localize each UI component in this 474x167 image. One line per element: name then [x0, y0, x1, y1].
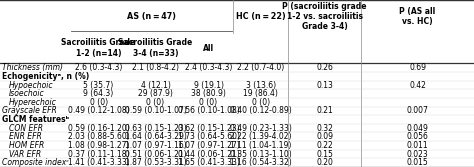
- Text: HOM EFR: HOM EFR: [9, 141, 44, 150]
- Text: 0.59 (0.16-1.20): 0.59 (0.16-1.20): [68, 124, 129, 133]
- Text: 0.35 (0.13-1.10): 0.35 (0.13-1.10): [230, 150, 292, 158]
- Text: 9 (19.1): 9 (19.1): [193, 80, 224, 90]
- Text: Hyperechoic: Hyperechoic: [9, 98, 56, 107]
- Text: 2.2 (0.7-4.0): 2.2 (0.7-4.0): [237, 63, 284, 72]
- Text: CON EFR: CON EFR: [9, 124, 43, 133]
- Text: 1.65 (0.41-3.33): 1.65 (0.41-3.33): [178, 158, 239, 167]
- Text: 1.87 (0.53-3.31): 1.87 (0.53-3.31): [125, 158, 186, 167]
- Text: Hypoechoic: Hypoechoic: [9, 80, 53, 90]
- Text: 0.32: 0.32: [316, 124, 333, 133]
- Text: VAR EFR: VAR EFR: [9, 150, 41, 158]
- Text: 0 (0): 0 (0): [252, 98, 270, 107]
- Text: 0.44 (0.06-1.21): 0.44 (0.06-1.21): [178, 150, 239, 158]
- Text: 0.15: 0.15: [316, 150, 333, 158]
- Text: Composite indexᶜ: Composite indexᶜ: [2, 158, 69, 167]
- Text: Echogenicityᵃ, n (%): Echogenicityᵃ, n (%): [2, 72, 89, 81]
- Text: 0.09: 0.09: [316, 132, 333, 141]
- Text: 0.26: 0.26: [316, 63, 333, 72]
- Text: 0.13: 0.13: [316, 80, 333, 90]
- Text: 0.40 (0.12-0.89): 0.40 (0.12-0.89): [230, 106, 292, 115]
- Text: 0.37 (0.11-1.18): 0.37 (0.11-1.18): [68, 150, 129, 158]
- Text: 0.59 (0.10-1.07): 0.59 (0.10-1.07): [125, 106, 186, 115]
- Text: 0 (0): 0 (0): [90, 98, 108, 107]
- Text: 1.41 (0.41-3.33): 1.41 (0.41-3.33): [68, 158, 129, 167]
- Text: 0.49 (0.23-1.33): 0.49 (0.23-1.33): [230, 124, 292, 133]
- Text: 0.63 (0.15-1.23): 0.63 (0.15-1.23): [125, 124, 186, 133]
- Text: AS (n = 47): AS (n = 47): [127, 12, 176, 21]
- Text: Thickness (mm): Thickness (mm): [2, 63, 63, 72]
- Text: 0 (0): 0 (0): [200, 98, 218, 107]
- Text: P (AS all
vs. HC): P (AS all vs. HC): [400, 7, 436, 26]
- Text: 19 (86.4): 19 (86.4): [243, 89, 278, 98]
- Text: 0.023: 0.023: [407, 150, 428, 158]
- Text: 2.03 (0.88-5.60): 2.03 (0.88-5.60): [68, 132, 129, 141]
- Text: 2.6 (0.3-4.3): 2.6 (0.3-4.3): [75, 63, 122, 72]
- Text: 0.21: 0.21: [316, 106, 333, 115]
- Text: 2.22 (1.39-4.02): 2.22 (1.39-4.02): [230, 132, 292, 141]
- Text: GLCM featuresᵇ: GLCM featuresᵇ: [2, 115, 69, 124]
- Text: 0.20: 0.20: [316, 158, 333, 167]
- Text: 0.011: 0.011: [407, 141, 428, 150]
- Text: 1.08 (0.98-1.27): 1.08 (0.98-1.27): [68, 141, 129, 150]
- Text: ENR EFR: ENR EFR: [9, 132, 41, 141]
- Text: 0.51 (0.06-1.21): 0.51 (0.06-1.21): [125, 150, 186, 158]
- Text: 0.056: 0.056: [407, 132, 428, 141]
- Text: 1.16 (0.54-3.32): 1.16 (0.54-3.32): [230, 158, 292, 167]
- Text: 0.42: 0.42: [409, 80, 426, 90]
- Text: 0.49 (0.12-1.08): 0.49 (0.12-1.08): [68, 106, 129, 115]
- Text: 0.56 (0.10-1.08): 0.56 (0.10-1.08): [178, 106, 239, 115]
- Text: 0 (0): 0 (0): [146, 98, 164, 107]
- Text: 0.69: 0.69: [409, 63, 426, 72]
- Text: 0.049: 0.049: [407, 124, 428, 133]
- Text: Sacroiliitis Grade
3-4 (n=33): Sacroiliitis Grade 3-4 (n=33): [118, 38, 192, 58]
- Text: 0.007: 0.007: [407, 106, 428, 115]
- Text: Grayscale EFR: Grayscale EFR: [2, 106, 57, 115]
- Text: Sacroiliitis Grade
1-2 (n=14): Sacroiliitis Grade 1-2 (n=14): [62, 38, 136, 58]
- Text: 1.73 (0.64-5.60): 1.73 (0.64-5.60): [178, 132, 239, 141]
- Text: 2.1 (0.8-4.2): 2.1 (0.8-4.2): [132, 63, 179, 72]
- Text: 0.22: 0.22: [316, 141, 333, 150]
- Text: 9 (64.3): 9 (64.3): [83, 89, 114, 98]
- Text: 1.11 (1.04-1.19): 1.11 (1.04-1.19): [230, 141, 292, 150]
- Text: Isoechoic: Isoechoic: [9, 89, 44, 98]
- Text: 5 (35.7): 5 (35.7): [83, 80, 114, 90]
- Text: 4 (12.1): 4 (12.1): [140, 80, 171, 90]
- Text: 38 (80.9): 38 (80.9): [191, 89, 226, 98]
- Text: 1.64 (0.64-3.29): 1.64 (0.64-3.29): [125, 132, 186, 141]
- Text: 2.4 (0.3-4.3): 2.4 (0.3-4.3): [185, 63, 232, 72]
- Text: 29 (87.9): 29 (87.9): [138, 89, 173, 98]
- Text: 0.015: 0.015: [407, 158, 428, 167]
- Text: 1.07 (0.97-1.16): 1.07 (0.97-1.16): [125, 141, 186, 150]
- Text: P (sacroiliitis grade
1-2 vs. sacroiliitis
Grade 3-4): P (sacroiliitis grade 1-2 vs. sacroiliit…: [283, 2, 367, 31]
- Text: 3 (13.6): 3 (13.6): [246, 80, 276, 90]
- Text: All: All: [203, 44, 214, 52]
- Text: 0.62 (0.15-1.23): 0.62 (0.15-1.23): [178, 124, 239, 133]
- Text: HC (n = 22): HC (n = 22): [236, 12, 285, 21]
- Text: 1.07 (0.97-1.27): 1.07 (0.97-1.27): [178, 141, 239, 150]
